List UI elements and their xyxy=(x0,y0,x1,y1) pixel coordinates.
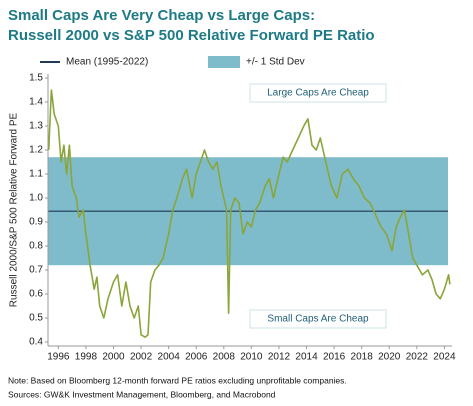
y-tick-label: 1.0 xyxy=(29,193,43,204)
x-tick-label: 2014 xyxy=(295,352,318,363)
data-line xyxy=(47,89,451,338)
x-tick-label: 2006 xyxy=(185,352,208,363)
x-tick-label: 2016 xyxy=(323,352,346,363)
y-tick-label: 1.1 xyxy=(29,169,43,180)
annotation: Large Caps Are Cheap xyxy=(267,88,369,99)
y-tick-label: 0.7 xyxy=(29,265,43,276)
y-axis-label: Russell 2000/S&P 500 Relative Forward PE xyxy=(9,112,20,307)
annotation-box xyxy=(249,309,387,329)
x-tick-label: 2018 xyxy=(351,352,374,363)
x-tick-label: 2000 xyxy=(102,352,125,363)
x-tick-label: 2022 xyxy=(406,352,429,363)
y-tick-label: 0.4 xyxy=(29,337,43,348)
x-tick-label: 2010 xyxy=(240,352,263,363)
x-tick-label: 2024 xyxy=(433,352,456,363)
legend-swatch xyxy=(208,56,240,68)
chart-title: Small Caps Are Very Cheap vs Large Caps: xyxy=(8,7,315,24)
legend-label: Mean (1995-2022) xyxy=(66,57,148,68)
x-tick-label: 1996 xyxy=(47,352,70,363)
chart-title: Russell 2000 vs S&P 500 Relative Forward… xyxy=(8,27,375,44)
legend-label: +/- 1 Std Dev xyxy=(246,57,305,68)
y-tick-label: 1.4 xyxy=(29,97,43,108)
x-tick-label: 1998 xyxy=(75,352,98,363)
y-tick-label: 0.5 xyxy=(29,313,43,324)
x-tick-label: 2012 xyxy=(268,352,291,363)
x-tick-label: 2020 xyxy=(378,352,401,363)
y-tick-label: 0.9 xyxy=(29,217,43,228)
y-tick-label: 1.5 xyxy=(29,73,43,84)
x-tick-label: 2002 xyxy=(130,352,153,363)
y-tick-label: 1.3 xyxy=(29,121,43,132)
y-tick-label: 1.2 xyxy=(29,145,43,156)
x-tick-label: 2008 xyxy=(213,352,236,363)
annotation-box xyxy=(249,83,387,103)
note: Note: Based on Bloomberg 12-month forwar… xyxy=(8,375,347,385)
x-tick-label: 2004 xyxy=(158,352,181,363)
y-tick-label: 0.6 xyxy=(29,289,43,300)
note: Sources: GW&K Investment Management, Blo… xyxy=(8,389,276,399)
annotation: Small Caps Are Cheap xyxy=(267,314,369,325)
y-tick-label: 0.8 xyxy=(29,241,43,252)
